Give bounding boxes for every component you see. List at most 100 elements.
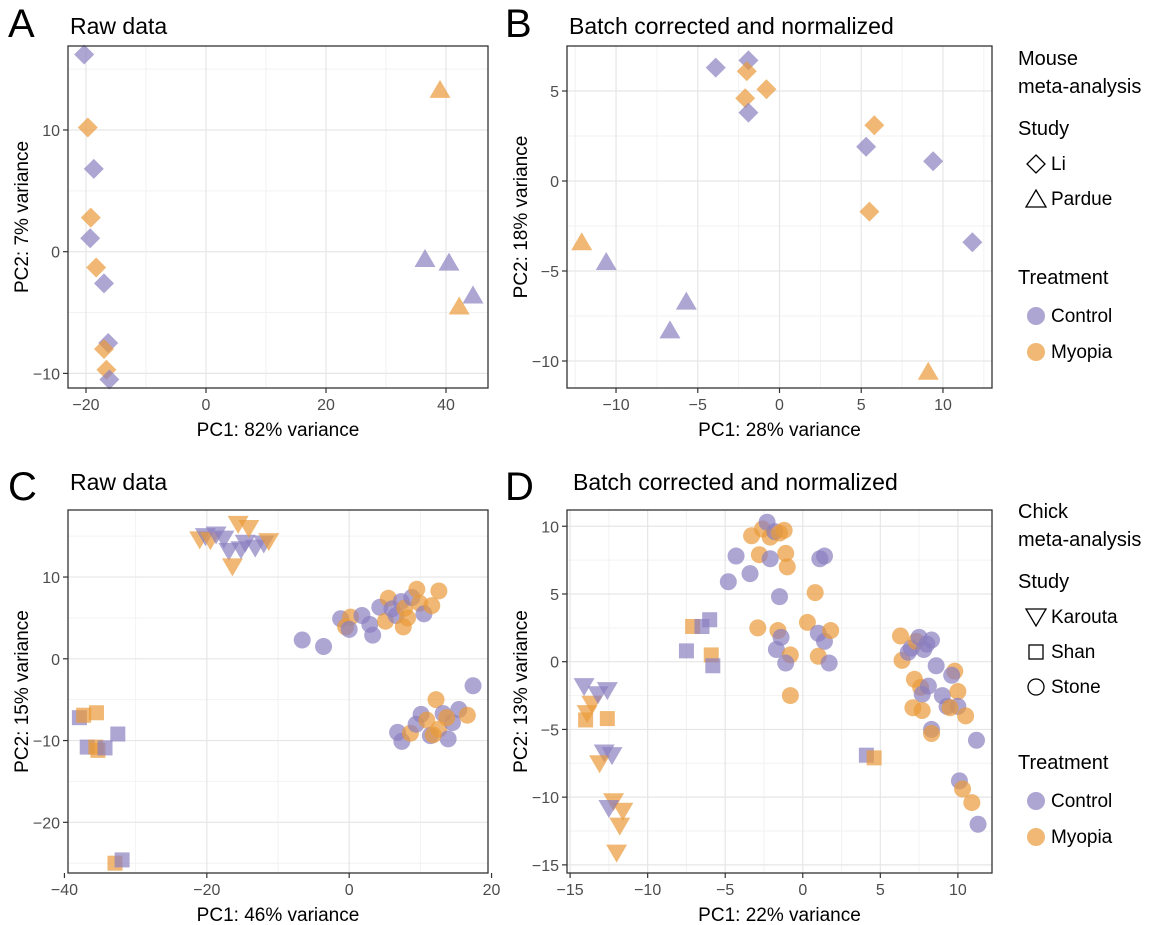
data-point-control — [820, 654, 838, 672]
x-tick-label: 0 — [202, 397, 211, 414]
data-point-myopia — [429, 79, 451, 98]
x-tick-label: 0 — [798, 882, 807, 899]
data-point-control — [675, 291, 697, 310]
legend-swatch-control — [1027, 792, 1045, 810]
data-point-myopia — [77, 117, 98, 138]
panel-letter: B — [505, 2, 532, 46]
legend-treatment-item: Myopia — [1051, 827, 1113, 848]
panel-d: D Batch corrected and normalized −15 −10 −5 0… — [505, 465, 993, 925]
x-tick-label: 0 — [345, 882, 354, 899]
data-point-myopia — [866, 750, 882, 766]
y-tick-label: 0 — [550, 655, 559, 672]
x-axis-label: PC1: 28% variance — [698, 420, 861, 441]
chart-title: Raw data — [70, 469, 167, 495]
x-axis-label: PC1: 82% variance — [197, 420, 360, 441]
data-point-myopia — [418, 711, 436, 729]
data-point-myopia — [221, 558, 243, 577]
data-point-myopia — [913, 701, 931, 719]
data-point-myopia — [822, 622, 840, 640]
y-tick-label: −10 — [532, 790, 559, 807]
plot-border — [566, 45, 993, 389]
data-point-control — [573, 678, 595, 697]
data-point-myopia — [458, 706, 476, 724]
data-point-myopia — [891, 627, 909, 645]
data-point-control — [234, 534, 256, 553]
data-point-control — [213, 530, 235, 549]
data-point-control — [293, 631, 311, 649]
data-point-myopia — [749, 619, 767, 637]
data-point-myopia — [88, 705, 104, 721]
data-point-control — [659, 320, 681, 339]
x-tick-label: 40 — [437, 397, 455, 414]
y-tick-label: −5 — [541, 264, 559, 281]
data-point-control — [705, 57, 726, 78]
data-point-myopia — [949, 683, 967, 700]
data-point-myopia — [806, 584, 824, 602]
data-point-control — [340, 620, 358, 638]
y-tick-label: −5 — [541, 722, 559, 739]
legend-study-item: Li — [1051, 154, 1066, 175]
data-point-control — [438, 252, 460, 271]
y-tick-label: −20 — [33, 815, 60, 832]
square-icon — [1028, 644, 1044, 660]
plot-border — [67, 509, 489, 874]
data-point-control — [74, 44, 95, 65]
triangle-down-icon — [1024, 608, 1048, 628]
legend-treatment-title: Treatment — [1018, 752, 1109, 774]
y-axis-label: PC2: 15% variance — [12, 610, 33, 773]
data-point-myopia — [957, 707, 975, 725]
data-point-myopia — [864, 115, 885, 136]
data-point-myopia — [923, 724, 941, 742]
panel-letter: A — [8, 2, 35, 46]
x-tick-label: 10 — [949, 882, 967, 899]
data-point-myopia — [917, 361, 939, 380]
x-tick-label: 0 — [775, 397, 784, 414]
legend-study-item: Karouta — [1051, 607, 1118, 628]
data-point-control — [767, 641, 785, 659]
legend-title: Chick — [1018, 501, 1069, 523]
data-point-myopia — [430, 582, 448, 600]
data-point-control — [315, 638, 333, 656]
panel-letter: C — [8, 465, 37, 509]
data-point-myopia — [606, 844, 628, 863]
x-tick-label: −5 — [689, 397, 707, 414]
data-point-myopia — [736, 61, 757, 82]
data-point-myopia — [778, 558, 796, 576]
data-point-control — [777, 654, 795, 672]
y-axis-label: PC2: 18% variance — [511, 136, 532, 299]
y-tick-label: 10 — [42, 123, 60, 140]
data-point-control — [719, 573, 737, 591]
y-axis-label: PC2: 13% variance — [511, 610, 532, 773]
x-tick-label: 20 — [317, 397, 335, 414]
data-point-control — [99, 369, 120, 390]
panel-b: B Batch corrected and normalized −10 −5 0 5 10… — [505, 2, 993, 441]
data-point-control — [705, 658, 721, 674]
legend-treatment-item: Myopia — [1051, 342, 1113, 363]
data-point-control — [462, 285, 484, 304]
data-point-control — [114, 852, 130, 868]
data-point-myopia — [735, 88, 756, 109]
data-point-myopia — [589, 755, 611, 774]
legend-study-item: Shan — [1051, 642, 1095, 663]
data-point-myopia — [80, 207, 101, 228]
data-point-control — [943, 666, 961, 684]
data-point-myopia — [238, 519, 260, 538]
data-point-myopia — [756, 79, 777, 100]
data-point-myopia — [775, 521, 793, 539]
diamond-icon — [1026, 154, 1046, 174]
chart-title: Raw data — [70, 13, 167, 39]
data-point-control — [364, 626, 382, 644]
data-point-control — [439, 730, 457, 748]
panel-letter: D — [505, 465, 534, 509]
legend-title: meta-analysis — [1018, 76, 1141, 98]
legend-title: meta-analysis — [1018, 529, 1141, 551]
legend-treatment-item: Control — [1051, 306, 1112, 327]
x-axis-label: PC1: 22% variance — [698, 905, 861, 925]
legend-mouse: Mouse meta-analysis Study Li Pardue Treatment… — [1018, 48, 1141, 363]
data-point-myopia — [571, 232, 593, 251]
y-tick-label: −10 — [33, 734, 60, 751]
x-tick-label: 20 — [483, 882, 501, 899]
data-point-control — [80, 228, 101, 249]
x-tick-label: −5 — [716, 882, 734, 899]
